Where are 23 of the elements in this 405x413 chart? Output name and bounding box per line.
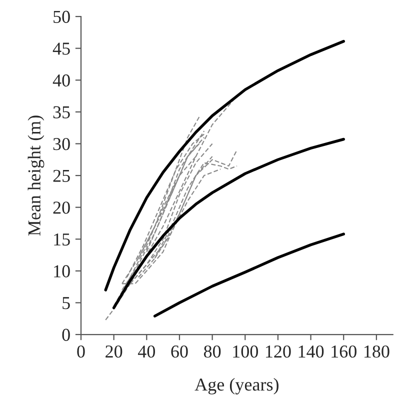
x-tick-label: 180 [364, 345, 390, 358]
x-tick-label: 20 [106, 345, 122, 358]
y-tick-label: 30 [53, 138, 70, 150]
x-tick-label: 140 [298, 345, 324, 358]
y-tick-label: 15 [54, 233, 70, 246]
x-axis-title: Age (years) [194, 378, 278, 394]
y-tick-label: 5 [62, 297, 70, 310]
x-tick-label: 60 [171, 345, 188, 358]
y-tick-label: 45 [52, 42, 70, 55]
x-tick-label: 40 [138, 345, 155, 358]
y-tick-label: 40 [52, 74, 70, 87]
y-tick-label: 0 [62, 328, 70, 341]
y-tick-label: 35 [53, 106, 70, 118]
x-tick-label: 100 [233, 345, 258, 358]
y-tick-label: 10 [54, 265, 70, 278]
x-tick-label: 120 [266, 345, 291, 358]
y-tick-label: 25 [53, 170, 70, 182]
x-tick-label: 0 [77, 345, 85, 358]
x-tick-label: 160 [332, 345, 356, 358]
y-tick-label: 20 [53, 202, 70, 214]
y-tick-label: 50 [54, 10, 70, 23]
x-tick-label: 80 [204, 345, 221, 358]
y-axis-title: Mean height (m) [28, 116, 44, 236]
